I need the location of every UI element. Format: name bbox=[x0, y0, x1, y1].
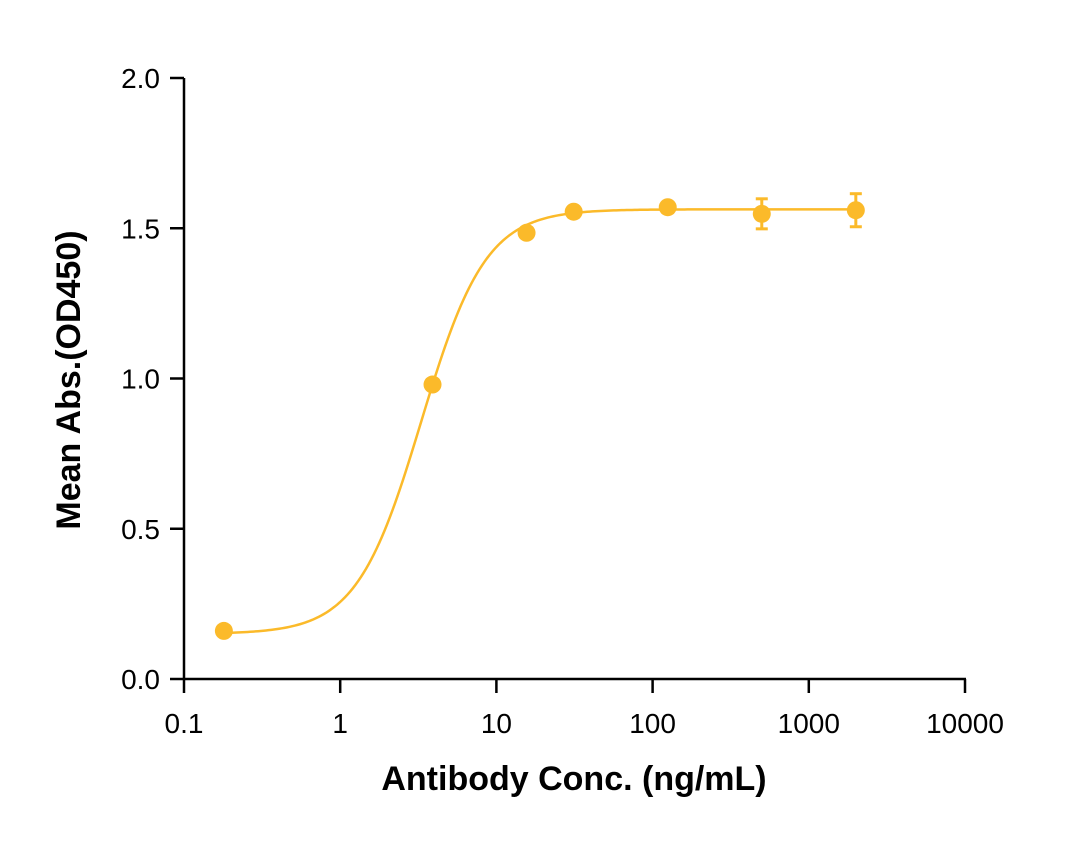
data-point bbox=[752, 204, 771, 223]
x-tick-label: 10000 bbox=[926, 708, 1004, 739]
y-tick-label: 0.5 bbox=[121, 514, 160, 545]
axes bbox=[182, 78, 966, 681]
data-point bbox=[658, 198, 677, 217]
data-point bbox=[423, 375, 442, 394]
fit-curve-group bbox=[223, 208, 856, 635]
x-tick-label: 10 bbox=[481, 708, 512, 739]
y-axis-title: Mean Abs.(OD450) bbox=[50, 230, 88, 529]
x-axis-title: Antibody Conc. (ng/mL) bbox=[381, 760, 766, 798]
x-tick-label: 100 bbox=[629, 708, 676, 739]
y-tick-label: 2.0 bbox=[121, 63, 160, 94]
data-points bbox=[214, 192, 865, 640]
y-tick-label: 1.0 bbox=[121, 364, 160, 395]
x-tick-label: 1 bbox=[332, 708, 348, 739]
x-tick-label: 0.1 bbox=[165, 708, 204, 739]
fit-curve bbox=[223, 208, 856, 635]
data-point bbox=[517, 223, 536, 242]
data-point bbox=[846, 201, 865, 220]
data-point bbox=[214, 621, 233, 640]
data-point bbox=[564, 202, 583, 221]
y-ticks: 0.0 0.5 1.0 1.5 2.0 bbox=[121, 63, 184, 695]
x-ticks: 0.1 1 10 100 1000 10000 bbox=[165, 679, 1004, 739]
y-tick-label: 1.5 bbox=[121, 213, 160, 244]
y-tick-label: 0.0 bbox=[121, 664, 160, 695]
x-tick-label: 1000 bbox=[778, 708, 840, 739]
